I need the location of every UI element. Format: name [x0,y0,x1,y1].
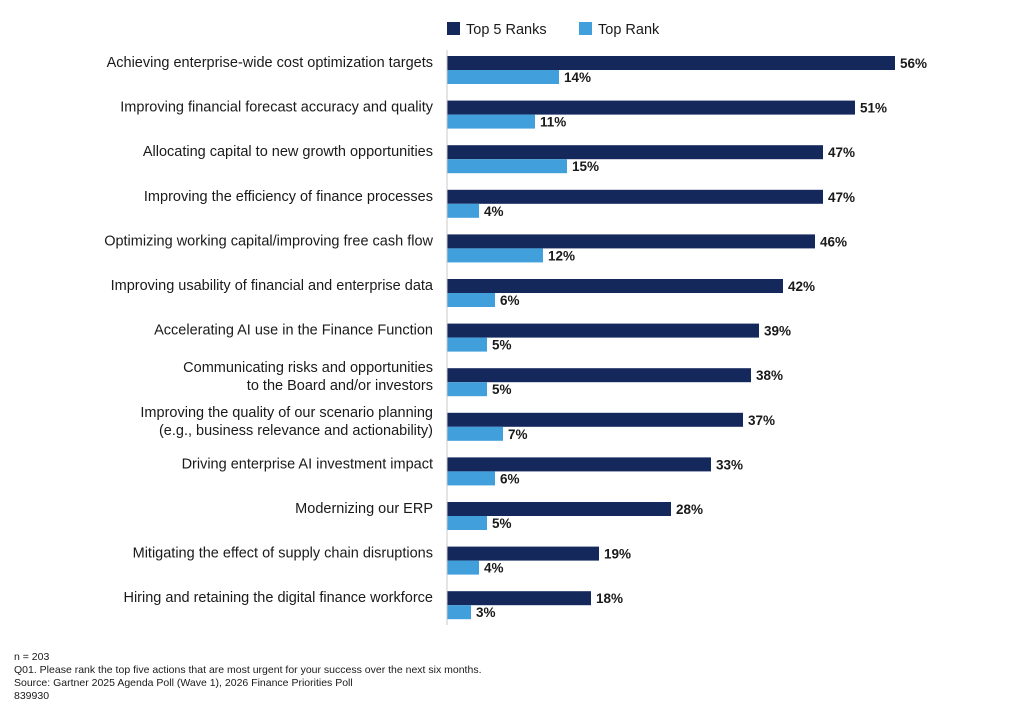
value-label-top-rank: 15% [572,159,599,174]
bar-top-5-ranks [447,368,751,383]
bar-top-rank [447,471,495,486]
category-label: Modernizing our ERP [295,501,433,517]
category-label: Allocating capital to new growth opportu… [143,144,433,160]
bar-top-5-ranks [447,323,759,338]
footnotes: n = 203 Q01. Please rank the top five ac… [14,651,481,703]
bar-top-5-ranks [447,502,671,516]
category-label: Mitigating the effect of supply chain di… [133,546,433,562]
bar-top-rank [447,382,487,397]
bar-top-rank [447,516,487,530]
bar-top-5-ranks [447,546,599,561]
bar-top-5-ranks [447,189,823,204]
value-label-top-5-ranks: 51% [860,101,887,116]
value-label-top-5-ranks: 33% [716,457,743,472]
bar-top-rank [447,114,535,129]
bar-top-rank [447,293,495,307]
category-label: Hiring and retaining the digital finance… [123,590,433,606]
category-label: Accelerating AI use in the Finance Funct… [154,323,433,339]
legend-swatch-top-rank [579,22,592,35]
value-label-top-rank: 7% [508,427,528,442]
bar-top-rank [447,70,559,84]
document-id: 839930 [14,690,50,702]
value-label-top-rank: 4% [484,561,504,576]
legend-swatch-top-5-ranks [447,22,460,35]
bar-top-rank [447,159,567,174]
bar-top-5-ranks [447,234,815,249]
legend-label-top-rank: Top Rank [598,22,660,38]
category-label: to the Board and/or investors [247,378,433,394]
bar-top-5-ranks [447,279,783,293]
value-label-top-5-ranks: 19% [604,547,631,562]
value-label-top-rank: 6% [500,293,520,308]
value-label-top-rank: 4% [484,204,504,219]
value-label-top-rank: 5% [492,382,512,397]
value-label-top-5-ranks: 46% [820,234,847,249]
bar-top-5-ranks [447,457,711,472]
bar-top-rank [447,426,503,441]
bar-top-5-ranks [447,56,895,70]
category-label: Achieving enterprise-wide cost optimizat… [107,55,433,71]
value-label-top-rank: 6% [500,471,520,486]
value-label-top-rank: 11% [540,115,566,130]
bar-top-5-ranks [447,412,743,427]
bar-top-rank [447,560,479,575]
category-label: Optimizing working capital/improving fre… [104,233,433,249]
value-label-top-rank: 12% [548,248,575,263]
sample-size-note: n = 203 [14,651,50,663]
value-label-top-5-ranks: 47% [828,145,855,160]
bar-chart: Top 5 Ranks Top Rank Achieving enterprise-… [104,22,927,625]
bar-top-rank [447,248,543,263]
value-label-top-rank: 5% [492,338,512,353]
value-label-top-5-ranks: 28% [676,502,703,517]
value-label-top-rank: 5% [492,516,512,531]
value-label-top-rank: 3% [476,605,496,620]
category-label: Communicating risks and opportunities [183,360,433,376]
value-label-top-5-ranks: 39% [764,324,791,339]
question-note: Q01. Please rank the top five actions th… [14,664,482,676]
category-label: Driving enterprise AI investment impact [182,456,433,472]
value-label-top-5-ranks: 37% [748,413,775,428]
value-label-top-5-ranks: 18% [596,591,623,606]
value-label-top-5-ranks: 56% [900,56,927,71]
bar-top-5-ranks [447,145,823,160]
category-label: Improving the quality of our scenario pl… [140,405,433,421]
value-label-top-5-ranks: 47% [828,190,855,205]
value-label-top-5-ranks: 42% [788,279,815,294]
category-label: (e.g., business relevance and actionabil… [159,423,433,439]
bar-top-5-ranks [447,100,855,115]
bar-top-rank [447,337,487,352]
bar-top-5-ranks [447,591,591,606]
category-label: Improving financial forecast accuracy an… [120,100,433,116]
category-label: Improving the efficiency of finance proc… [144,189,433,205]
value-label-top-5-ranks: 38% [756,368,783,383]
bar-top-rank [447,605,471,620]
category-label: Improving usability of financial and ent… [111,278,434,294]
value-label-top-rank: 14% [564,70,591,85]
source-note: Source: Gartner 2025 Agenda Poll (Wave 1… [14,677,353,689]
bar-top-rank [447,203,479,218]
legend-label-top-5-ranks: Top 5 Ranks [466,22,547,38]
